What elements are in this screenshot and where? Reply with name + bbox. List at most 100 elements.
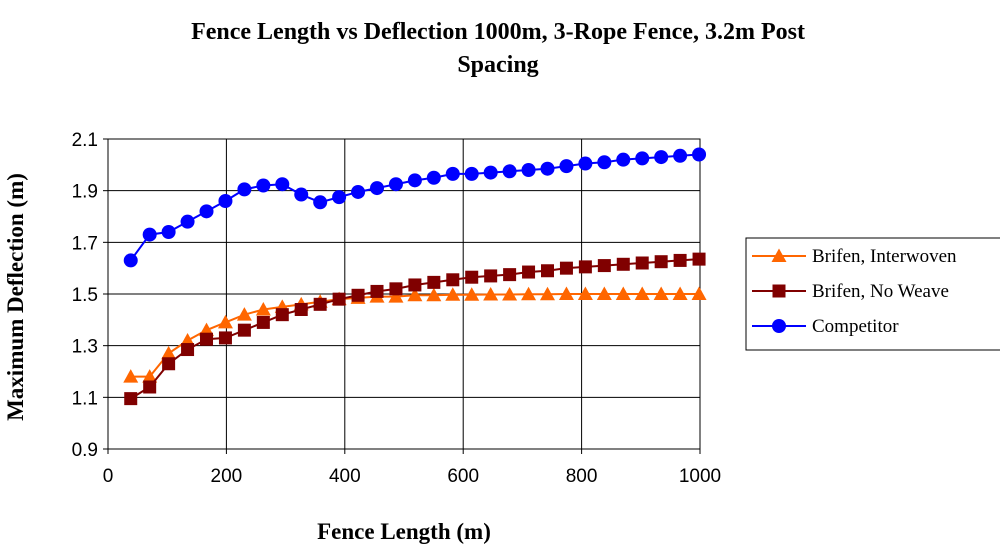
data-point-triangle bbox=[691, 286, 707, 300]
data-point-circle bbox=[464, 166, 479, 181]
data-point-square bbox=[408, 278, 422, 292]
data-point-triangle bbox=[217, 314, 233, 329]
data-point-square bbox=[389, 282, 403, 296]
data-point-circle bbox=[483, 165, 498, 180]
series-group bbox=[123, 147, 707, 406]
data-point-circle bbox=[388, 177, 403, 192]
data-point-circle bbox=[502, 164, 517, 179]
data-point-triangle bbox=[407, 287, 423, 302]
data-point-circle bbox=[597, 155, 612, 170]
x-tick-label: 1000 bbox=[679, 466, 721, 487]
x-tick-label: 200 bbox=[211, 466, 243, 487]
y-tick-label: 1.5 bbox=[72, 285, 98, 306]
data-point-square bbox=[616, 257, 630, 271]
data-point-square bbox=[578, 260, 592, 274]
x-axis-title: Fence Length (m) bbox=[317, 519, 491, 544]
series-brifen-no-weave bbox=[124, 252, 706, 406]
data-point-circle bbox=[370, 181, 385, 196]
y-axis-title: Maximum Deflection (m) bbox=[3, 173, 28, 421]
legend-marker-triangle bbox=[771, 248, 787, 262]
legend-label: Competitor bbox=[812, 316, 899, 337]
data-point-square bbox=[124, 392, 138, 406]
x-tick-label: 400 bbox=[329, 466, 361, 487]
data-point-square bbox=[351, 288, 365, 302]
data-point-square bbox=[635, 256, 649, 270]
y-tick-label: 1.9 bbox=[72, 182, 98, 203]
data-point-triangle bbox=[445, 287, 461, 301]
legend: Brifen, Interwoven Brifen, No Weave Compet… bbox=[745, 237, 1000, 351]
data-point-circle bbox=[332, 190, 347, 205]
data-point-triangle bbox=[123, 369, 139, 383]
data-point-triangle bbox=[634, 286, 650, 300]
data-point-circle bbox=[142, 227, 157, 242]
legend-marker-square bbox=[772, 284, 786, 298]
data-point-triangle bbox=[596, 286, 612, 300]
data-point-circle bbox=[294, 187, 309, 202]
data-point-triangle bbox=[672, 286, 688, 300]
legend-entry-competitor: Competitor bbox=[752, 316, 899, 337]
data-point-square bbox=[465, 270, 479, 284]
data-point-circle bbox=[616, 152, 631, 167]
data-point-circle bbox=[218, 194, 233, 208]
legend-entry-brifen-interwoven: Brifen, Interwoven bbox=[752, 246, 957, 267]
data-point-triangle bbox=[142, 369, 158, 383]
data-point-circle bbox=[673, 148, 688, 163]
series-line bbox=[130, 293, 700, 378]
data-point-triangle bbox=[653, 286, 669, 300]
data-point-square bbox=[522, 265, 536, 279]
legend-label: Brifen, Interwoven bbox=[812, 246, 957, 267]
data-point-triangle bbox=[521, 286, 537, 301]
y-tick-label: 1.1 bbox=[72, 388, 98, 409]
data-point-triangle bbox=[577, 286, 593, 300]
data-point-square bbox=[654, 255, 668, 269]
data-point-circle bbox=[351, 184, 366, 199]
data-point-circle bbox=[275, 177, 290, 192]
data-point-triangle bbox=[388, 289, 404, 303]
data-point-circle bbox=[426, 170, 441, 185]
data-point-square bbox=[541, 264, 555, 278]
data-point-circle bbox=[407, 173, 422, 188]
data-point-circle bbox=[635, 151, 650, 166]
legend-label: Brifen, No Weave bbox=[812, 281, 949, 302]
data-point-circle bbox=[654, 150, 669, 165]
data-point-square bbox=[200, 332, 214, 346]
data-point-square bbox=[673, 253, 687, 267]
data-point-circle bbox=[313, 195, 328, 210]
data-point-square bbox=[143, 380, 157, 394]
data-point-square bbox=[332, 292, 346, 306]
series-line bbox=[129, 153, 700, 262]
data-point-triangle bbox=[502, 287, 518, 301]
x-tick-label: 0 bbox=[103, 466, 114, 487]
data-point-circle bbox=[559, 159, 574, 174]
data-point-triangle bbox=[615, 286, 631, 300]
data-point-square bbox=[559, 261, 573, 275]
data-point-circle bbox=[578, 156, 593, 171]
data-point-square bbox=[484, 269, 498, 283]
x-tick-label: 800 bbox=[566, 466, 598, 487]
data-point-triangle bbox=[426, 287, 442, 302]
data-point-triangle bbox=[464, 287, 480, 301]
series-competitor bbox=[123, 147, 707, 268]
data-point-circle bbox=[540, 161, 555, 176]
data-point-triangle bbox=[558, 286, 574, 300]
data-point-triangle bbox=[255, 302, 271, 316]
data-point-square bbox=[446, 273, 460, 287]
legend-items: Brifen, Interwoven Brifen, No Weave Compet… bbox=[752, 246, 957, 337]
data-point-circle bbox=[123, 253, 138, 268]
y-tick-label: 1.7 bbox=[72, 233, 98, 254]
legend-entry-brifen-no-weave: Brifen, No Weave bbox=[752, 281, 949, 302]
data-point-circle bbox=[521, 163, 536, 177]
data-point-triangle bbox=[161, 345, 177, 360]
y-tick-label: 2.1 bbox=[72, 130, 98, 151]
data-point-square bbox=[256, 315, 270, 329]
y-tick-label: 0.9 bbox=[72, 440, 98, 461]
data-point-circle bbox=[256, 178, 271, 193]
data-point-square bbox=[370, 284, 384, 298]
data-point-triangle bbox=[540, 286, 556, 301]
data-point-square bbox=[503, 268, 517, 282]
data-point-triangle bbox=[236, 307, 252, 321]
data-point-square bbox=[313, 297, 327, 311]
legend-marker-circle bbox=[772, 319, 786, 333]
data-point-circle bbox=[445, 166, 460, 181]
